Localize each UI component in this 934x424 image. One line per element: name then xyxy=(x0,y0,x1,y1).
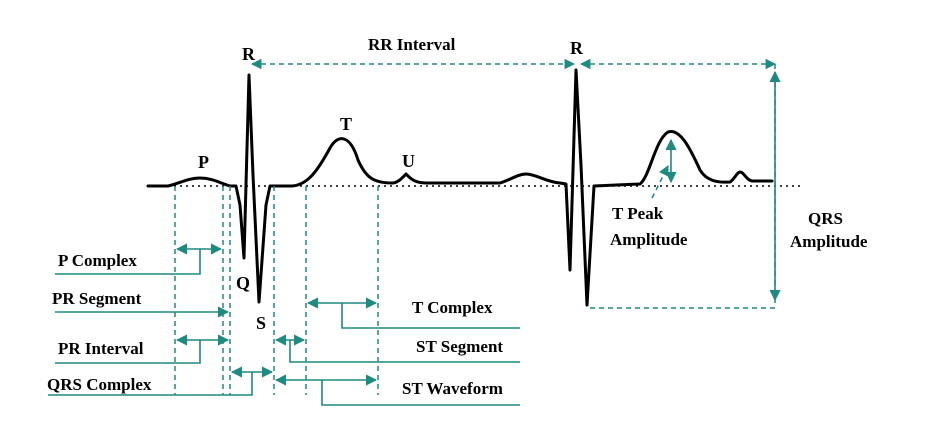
pr-segment-label: PR Segment xyxy=(52,289,142,308)
wave-label-r1: R xyxy=(242,44,256,64)
qrs-amplitude-label-line2: Amplitude xyxy=(790,232,868,251)
t-peak-amplitude-label-line2: Amplitude xyxy=(610,230,688,249)
st-segment-leader xyxy=(289,340,520,363)
st-segment-label: ST Segment xyxy=(416,337,503,356)
t-peak-pointer xyxy=(651,165,669,199)
wave-label-r2: R xyxy=(570,38,584,58)
p-complex-label: P Complex xyxy=(58,251,137,270)
wave-label-t: T xyxy=(340,114,352,134)
t-complex-leader xyxy=(341,303,520,329)
st-waveform-label: ST Waveform xyxy=(402,379,503,398)
st-waveform-leader xyxy=(321,380,520,406)
pr-interval-label: PR Interval xyxy=(58,339,144,358)
t-peak-amplitude-label-line1: T Peak xyxy=(612,204,664,223)
qrs-complex-label: QRS Complex xyxy=(47,375,152,394)
t-complex-label: T Complex xyxy=(412,298,493,317)
wave-label-s: S xyxy=(256,313,266,333)
qrs-amplitude-label-line1: QRS xyxy=(808,209,843,228)
ecg-trace xyxy=(146,68,774,307)
p-complex-leader xyxy=(55,249,201,275)
wave-label-u: U xyxy=(402,151,415,171)
rr-interval-label: RR Interval xyxy=(368,35,456,54)
qrs-complex-leader xyxy=(48,372,253,396)
wave-label-p: P xyxy=(198,152,209,172)
wave-label-q: Q xyxy=(236,273,250,293)
pr-interval-leader xyxy=(55,340,201,364)
